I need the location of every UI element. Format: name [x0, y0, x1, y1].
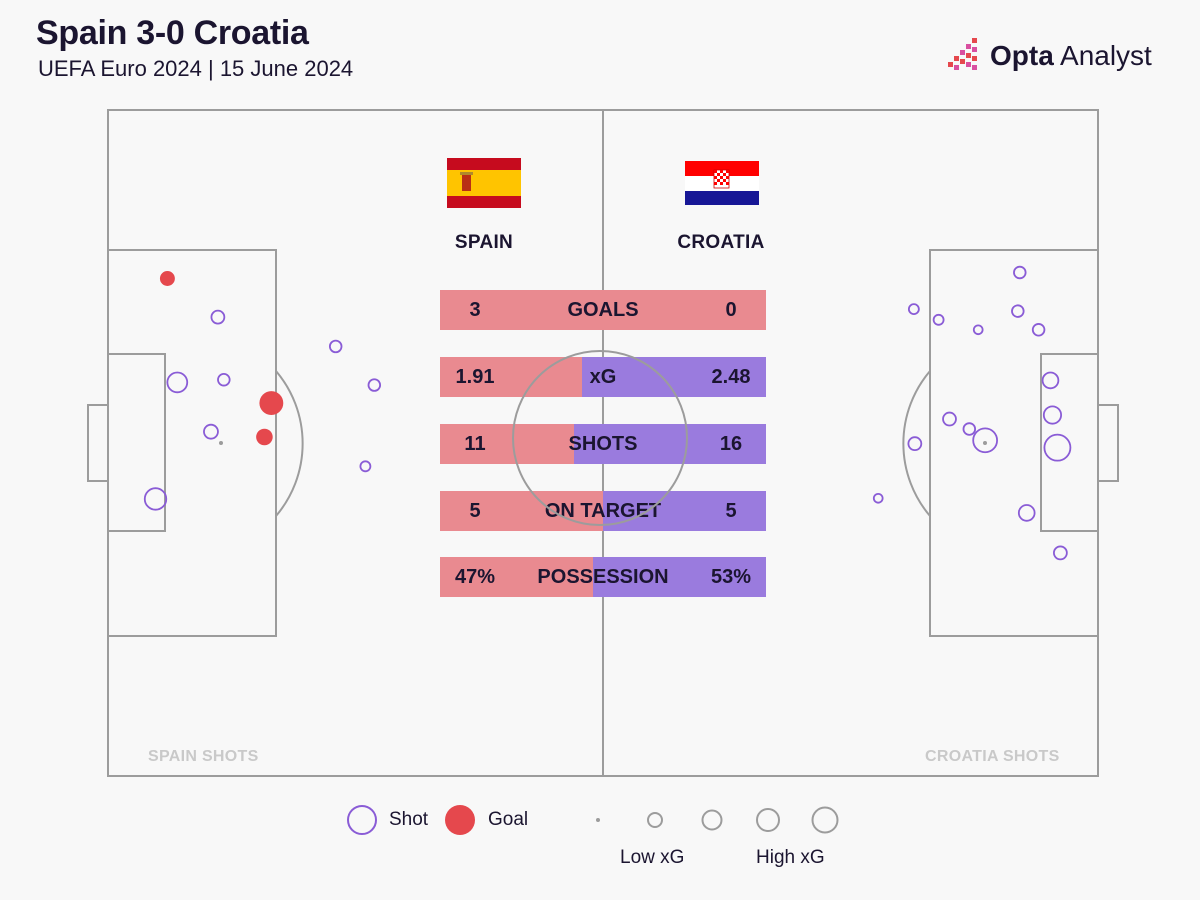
croatia-bar [593, 557, 766, 597]
shot-marker [972, 324, 984, 336]
stat-row-on-target: 5 ON TARGET 5 [440, 491, 766, 531]
croatia-value: 53% [710, 566, 752, 588]
shot-marker [210, 309, 226, 325]
shot-marker [1042, 405, 1063, 425]
croatia-bar [573, 424, 766, 464]
chart-title: Spain 3-0 Croatia [36, 14, 309, 52]
legend-goal-label: Goal [488, 809, 529, 830]
legend-xg-size-4 [756, 808, 780, 832]
shot-marker [166, 371, 189, 394]
shot-marker [1053, 545, 1068, 561]
right-penalty-arc [902, 370, 931, 517]
spain-value: 3 [469, 299, 481, 321]
shot-marker [872, 492, 884, 504]
shot-marker [143, 487, 168, 511]
stat-row-goals: 3 GOALS 0 [440, 290, 766, 330]
shot-marker [203, 423, 219, 440]
opta-logo-icon [948, 38, 977, 70]
shot-marker [1011, 304, 1025, 318]
shot-marker [972, 427, 998, 454]
croatia-value: 16 [719, 433, 743, 455]
shot-marker [1017, 504, 1036, 522]
shot-marker [1013, 265, 1027, 280]
right-goal [1097, 404, 1119, 482]
opta-analyst-logo: Opta Analyst [946, 36, 1152, 76]
chart-subtitle: UEFA Euro 2024 | 15 June 2024 [38, 56, 354, 81]
left-penalty-area [107, 249, 277, 637]
team-label-spain: SPAIN [454, 232, 514, 253]
shot-marker [942, 411, 957, 427]
croatia-value: 5 [725, 500, 737, 522]
brand-name-bold: Opta [990, 40, 1054, 71]
team-label-croatia: CROATIA [677, 232, 765, 253]
brand-name: Opta Analyst [990, 40, 1152, 72]
shot-marker [1041, 371, 1060, 390]
pitch-lines [87, 109, 1119, 777]
shot-marker [932, 313, 945, 326]
left-goal [87, 404, 109, 482]
spain-value: 11 [464, 433, 486, 455]
stat-label: xG [589, 366, 617, 388]
spain-flag [447, 158, 521, 208]
spain-value: 1.91 [455, 366, 495, 388]
right-penalty-spot [983, 441, 987, 445]
croatia-flag [685, 161, 759, 205]
legend-high-xg-label: High xG [756, 847, 825, 868]
goal-marker [159, 271, 175, 286]
stat-row-xg: 1.91 xG 2.48 [440, 357, 766, 397]
left-penalty-spot [219, 441, 223, 445]
croatia-value: 0 [725, 299, 737, 321]
shot-marker [907, 303, 920, 316]
shot-marker [359, 460, 372, 473]
croatia-bar [581, 357, 766, 397]
croatia-shots-label: CROATIA SHOTS [925, 748, 1060, 765]
shots-layer [143, 265, 1072, 561]
legend-xg-size-1 [596, 818, 600, 822]
spain-value: 5 [469, 500, 481, 522]
left-six-yard-box [107, 353, 166, 532]
stat-label: GOALS [567, 299, 639, 321]
shot-marker [1043, 433, 1072, 462]
shot-marker [367, 378, 382, 392]
spain-shots-label: SPAIN SHOTS [148, 748, 259, 765]
stat-row-shots: 11 SHOTS 16 [440, 424, 766, 464]
legend-xg-size-3 [701, 809, 723, 831]
legend-low-xg-label: Low xG [620, 847, 685, 868]
shot-marker [962, 422, 977, 436]
brand-name-rest: Analyst [1053, 40, 1152, 71]
croatia-value: 2.48 [711, 366, 751, 388]
stat-label: ON TARGET [544, 500, 662, 522]
legend-xg-size-5 [811, 806, 839, 834]
goal-marker [259, 391, 284, 415]
shot-marker [907, 436, 923, 452]
legend-shot-label: Shot [389, 809, 429, 830]
stat-label: SHOTS [568, 433, 638, 455]
legend-xg-size-2 [647, 812, 663, 828]
legend-goal-icon [445, 805, 475, 835]
legend-graphics [347, 805, 839, 835]
shot-marker [328, 339, 343, 354]
shot-marker [217, 373, 231, 387]
legend-shot-icon [347, 805, 377, 835]
goal-marker [256, 428, 273, 446]
left-penalty-arc [275, 370, 304, 517]
shot-marker [1031, 323, 1046, 337]
stat-row-possession: 47% POSSESSION 53% [440, 557, 766, 597]
stat-label: POSSESSION [537, 566, 669, 588]
spain-value: 47% [454, 566, 496, 588]
